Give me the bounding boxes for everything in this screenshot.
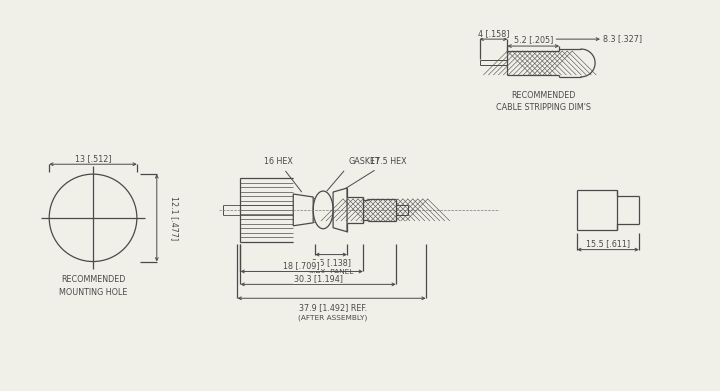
Text: MAX. PANEL: MAX. PANEL <box>309 269 354 276</box>
Text: 3.5 [.138]: 3.5 [.138] <box>312 258 351 267</box>
Text: GASKET: GASKET <box>327 157 379 191</box>
Bar <box>368 199 396 221</box>
Text: 17.5 HEX: 17.5 HEX <box>346 157 407 188</box>
Text: 16 HEX: 16 HEX <box>264 157 302 192</box>
Text: RECOMMENDED
CABLE STRIPPING DIM'S: RECOMMENDED CABLE STRIPPING DIM'S <box>496 91 591 112</box>
Text: 8.3 [.327]: 8.3 [.327] <box>603 34 642 43</box>
Text: 30.3 [1.194]: 30.3 [1.194] <box>294 274 343 283</box>
Text: 12.1 [.477]: 12.1 [.477] <box>170 196 179 240</box>
Text: 4 [.158]: 4 [.158] <box>478 29 509 38</box>
Text: 37.9 [1.492] REF.: 37.9 [1.492] REF. <box>299 303 367 312</box>
Text: 5.2 [.205]: 5.2 [.205] <box>513 36 553 45</box>
Text: 13 [.512]: 13 [.512] <box>75 154 112 163</box>
Text: 15.5 [.611]: 15.5 [.611] <box>586 239 630 248</box>
Text: 18 [.709]: 18 [.709] <box>284 261 320 270</box>
Text: (AFTER ASSEMBLY): (AFTER ASSEMBLY) <box>298 314 368 321</box>
Text: RECOMMENDED
MOUNTING HOLE: RECOMMENDED MOUNTING HOLE <box>59 275 127 297</box>
